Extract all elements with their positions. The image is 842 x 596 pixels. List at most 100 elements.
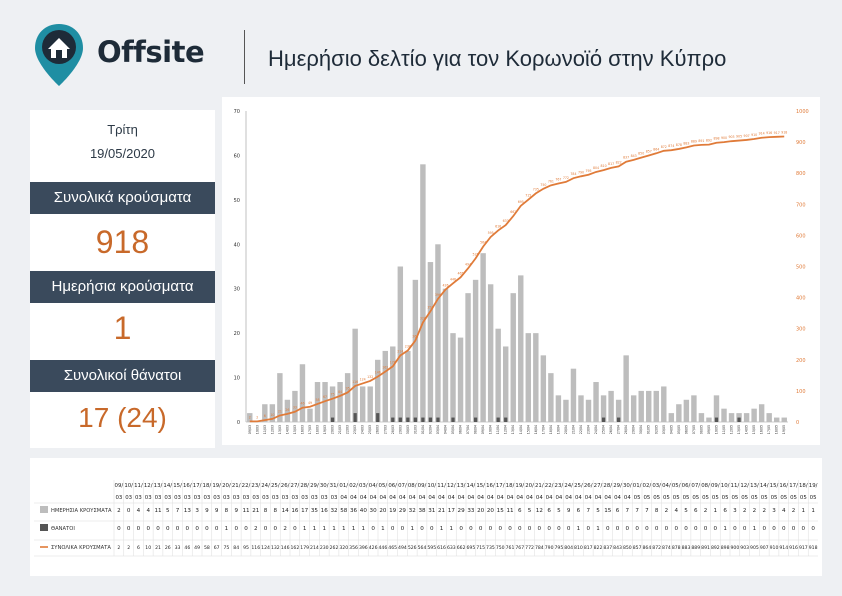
table-cell: 6 (518, 508, 522, 514)
x-tick-label: 29/04 (632, 425, 636, 434)
daily-cases-label: Ημερήσια κρούσματα (30, 271, 215, 303)
table-cell: 916 (789, 545, 798, 551)
table-date-day: 09/ (115, 483, 124, 489)
table-date-month: 04 (555, 495, 562, 501)
table-date-day: 25/ (271, 483, 280, 489)
table-date-day: 11/ (437, 483, 446, 489)
total-cases-data-label: 21 (278, 409, 282, 413)
table-cell: 874 (662, 545, 671, 551)
table-date-month: 04 (399, 495, 406, 501)
daily-cases-bar (457, 337, 464, 422)
x-tick-label: 30/04 (639, 425, 643, 434)
table-cell: 2 (117, 545, 120, 551)
total-cases-data-label: 494 (465, 262, 471, 266)
table-date-day: 20/ (525, 483, 534, 489)
daily-cases-bar (359, 386, 366, 422)
deaths-bar (504, 417, 508, 422)
table-cell: 0 (195, 526, 199, 532)
total-cases-data-label: 132 (367, 375, 373, 379)
x-tick-label: 19/04 (556, 425, 560, 434)
table-cell: 917 (799, 545, 808, 551)
table-cell: 8 (264, 508, 268, 514)
table-cell: 0 (762, 526, 766, 532)
deaths-bar (714, 417, 719, 422)
table-date-day: 21/ (535, 483, 544, 489)
table-cell: 0 (420, 526, 424, 532)
table-cell: 595 (427, 545, 436, 551)
table-cell: 1 (802, 508, 806, 514)
daily-cases-bar (555, 395, 562, 422)
total-cases-data-label: 905 (736, 135, 742, 139)
table-date-month: 04 (419, 495, 426, 501)
deaths-bar (473, 417, 478, 422)
x-tick-label: 17/03 (308, 425, 312, 434)
table-date-day: 01/ (633, 483, 642, 489)
y-tick-left: 50 (234, 198, 240, 204)
total-cases-data-label: 10 (270, 413, 274, 417)
table-date-month: 03 (223, 495, 230, 501)
total-cases-data-label: 903 (728, 135, 734, 139)
table-date-month: 04 (595, 495, 602, 501)
table-cell: 564 (418, 545, 427, 551)
x-tick-label: 13/03 (278, 425, 282, 434)
x-tick-label: 01/04 (421, 425, 425, 434)
x-tick-label: 03/04 (436, 425, 440, 434)
table-date-day: 01/ (339, 483, 348, 489)
deaths-bar (616, 417, 621, 422)
table-cell: 12 (536, 508, 543, 514)
total-cases-data-label: 715 (525, 194, 531, 198)
table-cell: 822 (594, 545, 603, 551)
x-tick-label: 12/04 (504, 425, 508, 434)
table-cell: 494 (398, 545, 407, 551)
deaths-bar (496, 417, 500, 422)
daily-cases-bar (518, 275, 524, 422)
table-cell: 5 (596, 508, 600, 514)
daily-cases-bar (766, 413, 772, 422)
table-cell: 1 (313, 526, 317, 532)
total-cases-data-label: 662 (510, 210, 516, 214)
x-tick-label: 24/04 (594, 425, 598, 434)
total-cases-data-label: 850 (638, 152, 644, 156)
deaths-bar (451, 417, 455, 422)
x-tick-label: 06/05 (684, 425, 688, 434)
table-cell: 146 (281, 545, 290, 551)
deaths-bar (398, 417, 402, 422)
table-cell: 900 (730, 545, 739, 551)
table-cell: 40 (360, 508, 368, 514)
total-cases-data-label: 872 (661, 145, 667, 149)
daily-cases-bar (570, 368, 577, 422)
daily-cases-bar (382, 350, 388, 422)
table-date-day: 19/ (212, 483, 221, 489)
table-cell: 1 (410, 526, 414, 532)
x-tick-label: 16/03 (300, 425, 304, 434)
table-cell: 17 (448, 508, 456, 514)
x-tick-label: 10/04 (489, 425, 493, 434)
y-tick-left: 70 (234, 109, 240, 115)
table-cell: 1 (362, 526, 366, 532)
table-cell: 0 (694, 526, 698, 532)
table-cell: 32 (409, 508, 416, 514)
y-tick-left: 10 (234, 376, 240, 382)
table-date-month: 03 (164, 495, 171, 501)
table-date-day: 08/ (408, 483, 417, 489)
deaths-bar (353, 413, 357, 422)
x-tick-label: 01/05 (647, 425, 651, 434)
total-cases-data-label: 564 (480, 241, 486, 245)
x-tick-label: 07/05 (692, 425, 696, 434)
table-cell: 320 (339, 545, 348, 551)
table-cell: 84 (233, 545, 239, 551)
table-cell: 0 (518, 526, 522, 532)
table-cell: 761 (506, 545, 515, 551)
table-cell: 903 (740, 545, 749, 551)
daily-cases-bar (751, 408, 757, 422)
table-cell: 1 (450, 526, 454, 532)
total-cases-data-label: 914 (759, 132, 765, 136)
table-date-month: 04 (624, 495, 631, 501)
table-cell: 0 (635, 526, 639, 532)
table-cell: 1 (225, 526, 229, 532)
x-tick-label: 18/03 (316, 425, 320, 434)
table-date-day: 28/ (300, 483, 309, 489)
total-cases-data-label: 84 (338, 390, 342, 394)
summary-panel: Τρίτη 19/05/2020 Συνολικά κρούσματα 918 … (30, 110, 215, 448)
table-date-month: 05 (790, 495, 797, 501)
